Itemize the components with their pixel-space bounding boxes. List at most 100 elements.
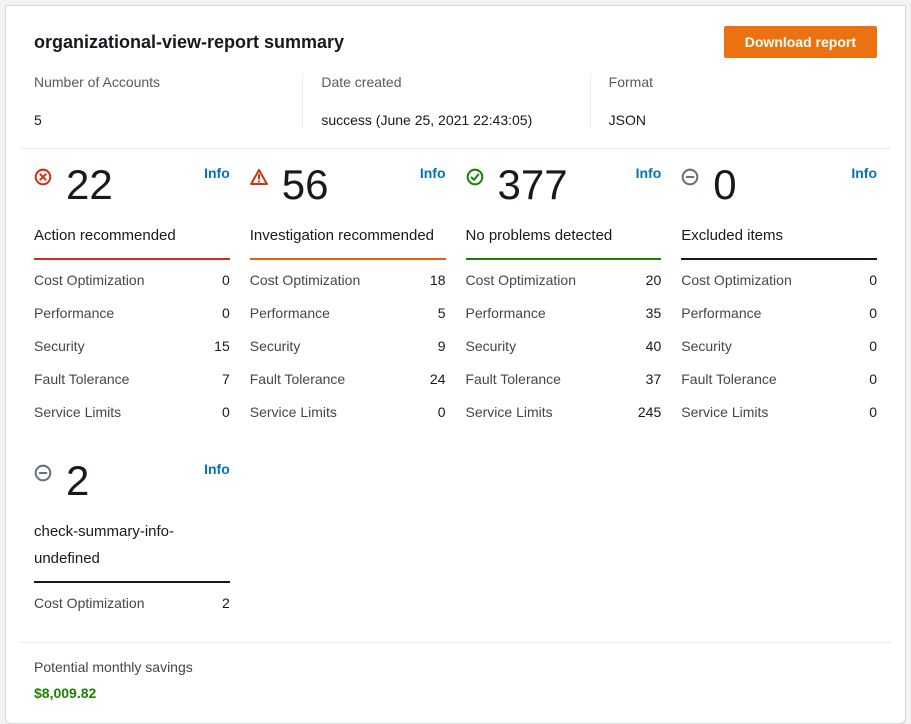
card-title: Action recommended: [34, 223, 230, 258]
excluded-circle-icon: [34, 464, 52, 482]
card-count: 377: [498, 163, 568, 207]
category-row: Service Limits 0: [250, 396, 446, 429]
category-row: Performance 0: [34, 297, 230, 330]
info-link[interactable]: Info: [851, 165, 877, 181]
category-row: Service Limits 0: [34, 396, 230, 429]
category-label: Fault Tolerance: [34, 371, 129, 387]
card-underline: [681, 258, 877, 260]
category-label: Performance: [681, 305, 761, 321]
category-row: Performance 35: [466, 297, 662, 330]
category-value: 0: [222, 305, 230, 321]
category-label: Security: [466, 338, 517, 354]
summary-card-investigation-recommended: 56 Info Investigation recommended Cost O…: [250, 163, 446, 429]
success-circle-icon: [466, 168, 484, 186]
category-label: Performance: [34, 305, 114, 321]
report-meta: Number of Accounts 5 Date created succes…: [6, 70, 905, 148]
card-rows: Cost Optimization 0 Performance 0 Securi…: [34, 264, 230, 429]
category-value: 0: [438, 404, 446, 420]
card-count: 22: [66, 163, 113, 207]
category-label: Service Limits: [681, 404, 768, 420]
category-value: 2: [222, 595, 230, 611]
category-value: 0: [869, 305, 877, 321]
category-row: Cost Optimization 18: [250, 264, 446, 297]
category-value: 0: [869, 272, 877, 288]
category-label: Fault Tolerance: [681, 371, 776, 387]
category-row: Cost Optimization 0: [681, 264, 877, 297]
category-label: Security: [250, 338, 301, 354]
category-row: Fault Tolerance 0: [681, 363, 877, 396]
card-rows: Cost Optimization 2: [34, 587, 230, 620]
meta-number-of-accounts: Number of Accounts 5: [34, 74, 302, 128]
category-label: Fault Tolerance: [250, 371, 345, 387]
card-underline: [34, 258, 230, 260]
card-underline: [250, 258, 446, 260]
category-row: Service Limits 0: [681, 396, 877, 429]
category-value: 24: [430, 371, 446, 387]
category-label: Cost Optimization: [34, 272, 144, 288]
card-top: 2 Info: [34, 459, 230, 503]
card-top: 377 Info: [466, 163, 662, 207]
savings-value: $8,009.82: [34, 685, 877, 701]
download-report-button[interactable]: Download report: [724, 26, 877, 58]
card-title: No problems detected: [466, 223, 662, 258]
category-row: Fault Tolerance 37: [466, 363, 662, 396]
category-label: Cost Optimization: [681, 272, 791, 288]
category-label: Service Limits: [250, 404, 337, 420]
card-title: check-summary-info-undefined: [34, 519, 230, 581]
category-value: 15: [214, 338, 230, 354]
category-value: 5: [438, 305, 446, 321]
summary-card-action-recommended: 22 Info Action recommended Cost Optimiza…: [34, 163, 230, 429]
meta-date-created: Date created success (June 25, 2021 22:4…: [302, 74, 589, 128]
card-count: 0: [713, 163, 736, 207]
category-value: 18: [430, 272, 446, 288]
category-row: Cost Optimization 2: [34, 587, 230, 620]
category-row: Cost Optimization 20: [466, 264, 662, 297]
meta-value: JSON: [609, 112, 877, 128]
info-link[interactable]: Info: [204, 165, 230, 181]
category-value: 9: [438, 338, 446, 354]
card-count: 2: [66, 459, 89, 503]
info-link[interactable]: Info: [636, 165, 662, 181]
summary-card-check-summary-info-undefined: 2 Info check-summary-info-undefined Cost…: [34, 459, 230, 620]
category-value: 0: [869, 338, 877, 354]
error-circle-icon: [34, 168, 52, 186]
report-summary-panel: organizational-view-report summary Downl…: [5, 5, 906, 724]
panel-header: organizational-view-report summary Downl…: [6, 6, 905, 70]
summary-cards-grid: 22 Info Action recommended Cost Optimiza…: [6, 149, 905, 642]
category-label: Cost Optimization: [34, 595, 144, 611]
category-row: Fault Tolerance 7: [34, 363, 230, 396]
card-rows: Cost Optimization 0 Performance 0 Securi…: [681, 264, 877, 429]
category-row: Cost Optimization 0: [34, 264, 230, 297]
category-value: 37: [646, 371, 662, 387]
category-value: 40: [646, 338, 662, 354]
page-title: organizational-view-report summary: [34, 32, 344, 53]
info-link[interactable]: Info: [420, 165, 446, 181]
info-link[interactable]: Info: [204, 461, 230, 477]
summary-card-excluded-items: 0 Info Excluded items Cost Optimization …: [681, 163, 877, 429]
card-underline: [466, 258, 662, 260]
category-row: Security 0: [681, 330, 877, 363]
category-label: Performance: [250, 305, 330, 321]
category-row: Performance 5: [250, 297, 446, 330]
category-value: 0: [869, 371, 877, 387]
card-underline: [34, 581, 230, 583]
warning-triangle-icon: [250, 168, 268, 186]
category-value: 0: [222, 404, 230, 420]
meta-label: Number of Accounts: [34, 74, 302, 90]
savings-label: Potential monthly savings: [34, 659, 877, 675]
card-rows: Cost Optimization 20 Performance 35 Secu…: [466, 264, 662, 429]
category-value: 35: [646, 305, 662, 321]
card-title: Excluded items: [681, 223, 877, 258]
category-label: Performance: [466, 305, 546, 321]
card-count: 56: [282, 163, 329, 207]
meta-value: 5: [34, 112, 302, 128]
category-row: Security 40: [466, 330, 662, 363]
category-value: 0: [222, 272, 230, 288]
category-value: 245: [638, 404, 661, 420]
category-label: Cost Optimization: [466, 272, 576, 288]
meta-label: Format: [609, 74, 877, 90]
category-row: Service Limits 245: [466, 396, 662, 429]
card-top: 56 Info: [250, 163, 446, 207]
category-label: Service Limits: [466, 404, 553, 420]
category-label: Security: [34, 338, 85, 354]
